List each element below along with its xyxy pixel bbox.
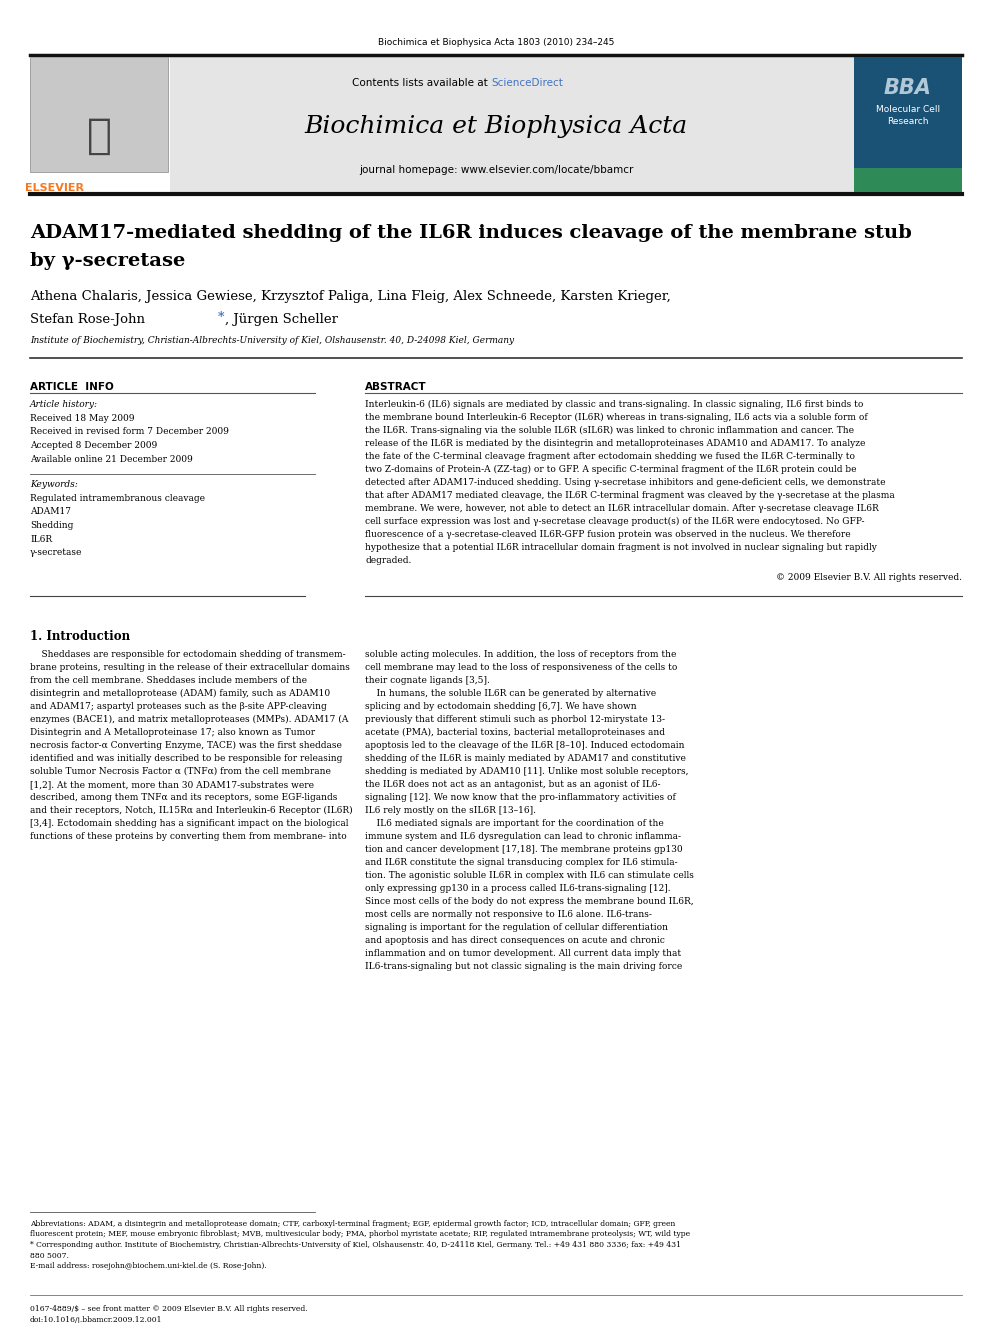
Text: and ADAM17; aspartyl proteases such as the β-site APP-cleaving: and ADAM17; aspartyl proteases such as t… bbox=[30, 703, 326, 710]
Text: by γ-secretase: by γ-secretase bbox=[30, 251, 186, 270]
Text: Athena Chalaris, Jessica Gewiese, Krzysztof Paliga, Lina Fleig, Alex Schneede, K: Athena Chalaris, Jessica Gewiese, Krzysz… bbox=[30, 290, 671, 303]
Text: Research: Research bbox=[887, 116, 929, 126]
Text: Received in revised form 7 December 2009: Received in revised form 7 December 2009 bbox=[30, 427, 229, 437]
Text: Accepted 8 December 2009: Accepted 8 December 2009 bbox=[30, 441, 158, 450]
Text: Regulated intramembranous cleavage: Regulated intramembranous cleavage bbox=[30, 493, 205, 503]
Text: identified and was initially described to be responsible for releasing: identified and was initially described t… bbox=[30, 754, 342, 763]
Text: two Z-domains of Protein-A (ZZ-tag) or to GFP. A specific C-terminal fragment of: two Z-domains of Protein-A (ZZ-tag) or t… bbox=[365, 464, 856, 474]
Text: functions of these proteins by converting them from membrane- into: functions of these proteins by convertin… bbox=[30, 832, 347, 841]
Text: and their receptors, Notch, IL15Rα and Interleukin-6 Receptor (IL6R): and their receptors, Notch, IL15Rα and I… bbox=[30, 806, 352, 815]
Text: *: * bbox=[218, 311, 224, 324]
Text: Institute of Biochemistry, Christian-Albrechts-University of Kiel, Olshausenstr.: Institute of Biochemistry, Christian-Alb… bbox=[30, 336, 514, 345]
Text: immune system and IL6 dysregulation can lead to chronic inflamma-: immune system and IL6 dysregulation can … bbox=[365, 832, 681, 841]
Text: hypothesize that a potential IL6R intracellular domain fragment is not involved : hypothesize that a potential IL6R intrac… bbox=[365, 542, 877, 552]
Text: © 2009 Elsevier B.V. All rights reserved.: © 2009 Elsevier B.V. All rights reserved… bbox=[776, 573, 962, 582]
Text: the IL6R. Trans-signaling via the soluble IL6R (sIL6R) was linked to chronic inf: the IL6R. Trans-signaling via the solubl… bbox=[365, 426, 854, 435]
Bar bbox=[30, 57, 168, 192]
Text: only expressing gp130 in a process called IL6-trans-signaling [12].: only expressing gp130 in a process calle… bbox=[365, 884, 671, 893]
Text: ABSTRACT: ABSTRACT bbox=[365, 382, 427, 392]
Text: Biochimica et Biophysica Acta: Biochimica et Biophysica Acta bbox=[305, 115, 687, 138]
Text: E-mail address: rosejohn@biochem.uni-kiel.de (S. Rose-John).: E-mail address: rosejohn@biochem.uni-kie… bbox=[30, 1262, 267, 1270]
Text: IL6 rely mostly on the sIL6R [13–16].: IL6 rely mostly on the sIL6R [13–16]. bbox=[365, 806, 536, 815]
Text: Molecular Cell: Molecular Cell bbox=[876, 105, 940, 114]
Text: release of the IL6R is mediated by the disintegrin and metalloproteinases ADAM10: release of the IL6R is mediated by the d… bbox=[365, 439, 865, 448]
Text: shedding of the IL6R is mainly mediated by ADAM17 and constitutive: shedding of the IL6R is mainly mediated … bbox=[365, 754, 685, 763]
Text: Disintegrin and A Metalloproteinase 17; also known as Tumor: Disintegrin and A Metalloproteinase 17; … bbox=[30, 728, 315, 737]
Text: tion and cancer development [17,18]. The membrane proteins gp130: tion and cancer development [17,18]. The… bbox=[365, 845, 682, 855]
Text: shedding is mediated by ADAM10 [11]. Unlike most soluble receptors,: shedding is mediated by ADAM10 [11]. Unl… bbox=[365, 767, 688, 777]
Text: ARTICLE  INFO: ARTICLE INFO bbox=[30, 382, 114, 392]
Text: 0167-4889/$ – see front matter © 2009 Elsevier B.V. All rights reserved.: 0167-4889/$ – see front matter © 2009 El… bbox=[30, 1304, 308, 1312]
Text: doi:10.1016/j.bbamcr.2009.12.001: doi:10.1016/j.bbamcr.2009.12.001 bbox=[30, 1316, 163, 1323]
Bar bbox=[30, 57, 168, 172]
Text: inflammation and on tumor development. All current data imply that: inflammation and on tumor development. A… bbox=[365, 949, 682, 958]
Text: 🌳: 🌳 bbox=[86, 115, 111, 157]
Text: fluorescence of a γ-secretase-cleaved IL6R-GFP fusion protein was observed in th: fluorescence of a γ-secretase-cleaved IL… bbox=[365, 531, 850, 538]
Text: Shedding: Shedding bbox=[30, 521, 73, 531]
Text: Keywords:: Keywords: bbox=[30, 480, 77, 490]
Text: cell surface expression was lost and γ-secretase cleavage product(s) of the IL6R: cell surface expression was lost and γ-s… bbox=[365, 517, 864, 527]
Text: soluble acting molecules. In addition, the loss of receptors from the: soluble acting molecules. In addition, t… bbox=[365, 650, 677, 659]
Text: * Corresponding author. Institute of Biochemistry, Christian-Albrechts-Universit: * Corresponding author. Institute of Bio… bbox=[30, 1241, 681, 1249]
Text: the fate of the C-terminal cleavage fragment after ectodomain shedding we fused : the fate of the C-terminal cleavage frag… bbox=[365, 452, 855, 460]
Text: 1. Introduction: 1. Introduction bbox=[30, 630, 130, 643]
Text: ADAM17-mediated shedding of the IL6R induces cleavage of the membrane stub: ADAM17-mediated shedding of the IL6R ind… bbox=[30, 224, 912, 242]
Bar bbox=[170, 57, 960, 192]
Text: Article history:: Article history: bbox=[30, 400, 98, 409]
Text: IL6 mediated signals are important for the coordination of the: IL6 mediated signals are important for t… bbox=[365, 819, 664, 828]
Text: , Jürgen Scheller: , Jürgen Scheller bbox=[225, 314, 338, 325]
Text: Received 18 May 2009: Received 18 May 2009 bbox=[30, 414, 135, 423]
Text: Abbreviations: ADAM, a disintegrin and metalloprotease domain; CTF, carboxyl-ter: Abbreviations: ADAM, a disintegrin and m… bbox=[30, 1220, 676, 1228]
Text: degraded.: degraded. bbox=[365, 556, 412, 565]
Text: apoptosis led to the cleavage of the IL6R [8–10]. Induced ectodomain: apoptosis led to the cleavage of the IL6… bbox=[365, 741, 684, 750]
Text: their cognate ligands [3,5].: their cognate ligands [3,5]. bbox=[365, 676, 490, 685]
Text: Interleukin-6 (IL6) signals are mediated by classic and trans-signaling. In clas: Interleukin-6 (IL6) signals are mediated… bbox=[365, 400, 863, 409]
Text: cell membrane may lead to the loss of responsiveness of the cells to: cell membrane may lead to the loss of re… bbox=[365, 663, 678, 672]
Text: detected after ADAM17-induced shedding. Using γ-secretase inhibitors and gene-de: detected after ADAM17-induced shedding. … bbox=[365, 478, 886, 487]
Text: ELSEVIER: ELSEVIER bbox=[26, 183, 84, 193]
Text: 880 5007.: 880 5007. bbox=[30, 1252, 68, 1259]
Text: γ-secretase: γ-secretase bbox=[30, 548, 82, 557]
Text: Biochimica et Biophysica Acta 1803 (2010) 234–245: Biochimica et Biophysica Acta 1803 (2010… bbox=[378, 38, 614, 48]
Text: and apoptosis and has direct consequences on acute and chronic: and apoptosis and has direct consequence… bbox=[365, 935, 665, 945]
Text: BBA: BBA bbox=[884, 78, 931, 98]
Text: that after ADAM17 mediated cleavage, the IL6R C-terminal fragment was cleaved by: that after ADAM17 mediated cleavage, the… bbox=[365, 491, 895, 500]
Text: membrane. We were, however, not able to detect an IL6R intracellular domain. Aft: membrane. We were, however, not able to … bbox=[365, 504, 879, 513]
Text: Contents lists available at: Contents lists available at bbox=[352, 78, 491, 89]
Text: acetate (PMA), bacterial toxins, bacterial metalloproteinases and: acetate (PMA), bacterial toxins, bacteri… bbox=[365, 728, 665, 737]
Text: Sheddases are responsible for ectodomain shedding of transmem-: Sheddases are responsible for ectodomain… bbox=[30, 650, 345, 659]
Text: journal homepage: www.elsevier.com/locate/bbamcr: journal homepage: www.elsevier.com/locat… bbox=[359, 165, 633, 175]
Text: ScienceDirect: ScienceDirect bbox=[491, 78, 562, 89]
Text: the membrane bound Interleukin-6 Receptor (IL6R) whereas in trans-signaling, IL6: the membrane bound Interleukin-6 Recepto… bbox=[365, 413, 868, 422]
Text: In humans, the soluble IL6R can be generated by alternative: In humans, the soluble IL6R can be gener… bbox=[365, 689, 656, 699]
Text: necrosis factor-α Converting Enzyme, TACE) was the first sheddase: necrosis factor-α Converting Enzyme, TAC… bbox=[30, 741, 342, 750]
Text: the IL6R does not act as an antagonist, but as an agonist of IL6-: the IL6R does not act as an antagonist, … bbox=[365, 781, 661, 789]
Text: fluorescent protein; MEF, mouse embryonic fibroblast; MVB, multivesicular body; : fluorescent protein; MEF, mouse embryoni… bbox=[30, 1230, 690, 1238]
Text: from the cell membrane. Sheddases include members of the: from the cell membrane. Sheddases includ… bbox=[30, 676, 307, 685]
Text: signaling is important for the regulation of cellular differentiation: signaling is important for the regulatio… bbox=[365, 923, 668, 931]
Text: most cells are normally not responsive to IL6 alone. IL6-trans-: most cells are normally not responsive t… bbox=[365, 910, 652, 919]
Text: enzymes (BACE1), and matrix metalloproteases (MMPs). ADAM17 (A: enzymes (BACE1), and matrix metalloprote… bbox=[30, 714, 348, 724]
Text: disintegrin and metalloprotease (ADAM) family, such as ADAM10: disintegrin and metalloprotease (ADAM) f… bbox=[30, 689, 330, 699]
Text: described, among them TNFα and its receptors, some EGF-ligands: described, among them TNFα and its recep… bbox=[30, 792, 337, 802]
Text: IL6-trans-signaling but not classic signaling is the main driving force: IL6-trans-signaling but not classic sign… bbox=[365, 962, 682, 971]
Text: previously that different stimuli such as phorbol 12-mirystate 13-: previously that different stimuli such a… bbox=[365, 714, 665, 724]
Text: and IL6R constitute the signal transducing complex for IL6 stimula-: and IL6R constitute the signal transduci… bbox=[365, 859, 678, 867]
Text: signaling [12]. We now know that the pro-inflammatory activities of: signaling [12]. We now know that the pro… bbox=[365, 792, 676, 802]
Text: Available online 21 December 2009: Available online 21 December 2009 bbox=[30, 455, 192, 463]
Text: ADAM17: ADAM17 bbox=[30, 508, 71, 516]
Text: splicing and by ectodomain shedding [6,7]. We have shown: splicing and by ectodomain shedding [6,7… bbox=[365, 703, 637, 710]
Text: [3,4]. Ectodomain shedding has a significant impact on the biological: [3,4]. Ectodomain shedding has a signifi… bbox=[30, 819, 348, 828]
Bar bbox=[854, 57, 962, 192]
Text: tion. The agonistic soluble IL6R in complex with IL6 can stimulate cells: tion. The agonistic soluble IL6R in comp… bbox=[365, 871, 693, 880]
Bar bbox=[854, 168, 962, 192]
Text: soluble Tumor Necrosis Factor α (TNFα) from the cell membrane: soluble Tumor Necrosis Factor α (TNFα) f… bbox=[30, 767, 331, 777]
Text: [1,2]. At the moment, more than 30 ADAM17-substrates were: [1,2]. At the moment, more than 30 ADAM1… bbox=[30, 781, 314, 789]
Text: Since most cells of the body do not express the membrane bound IL6R,: Since most cells of the body do not expr… bbox=[365, 897, 693, 906]
Text: brane proteins, resulting in the release of their extracellular domains: brane proteins, resulting in the release… bbox=[30, 663, 350, 672]
Bar bbox=[170, 57, 854, 192]
Text: Stefan Rose-John: Stefan Rose-John bbox=[30, 314, 149, 325]
Text: IL6R: IL6R bbox=[30, 534, 53, 544]
